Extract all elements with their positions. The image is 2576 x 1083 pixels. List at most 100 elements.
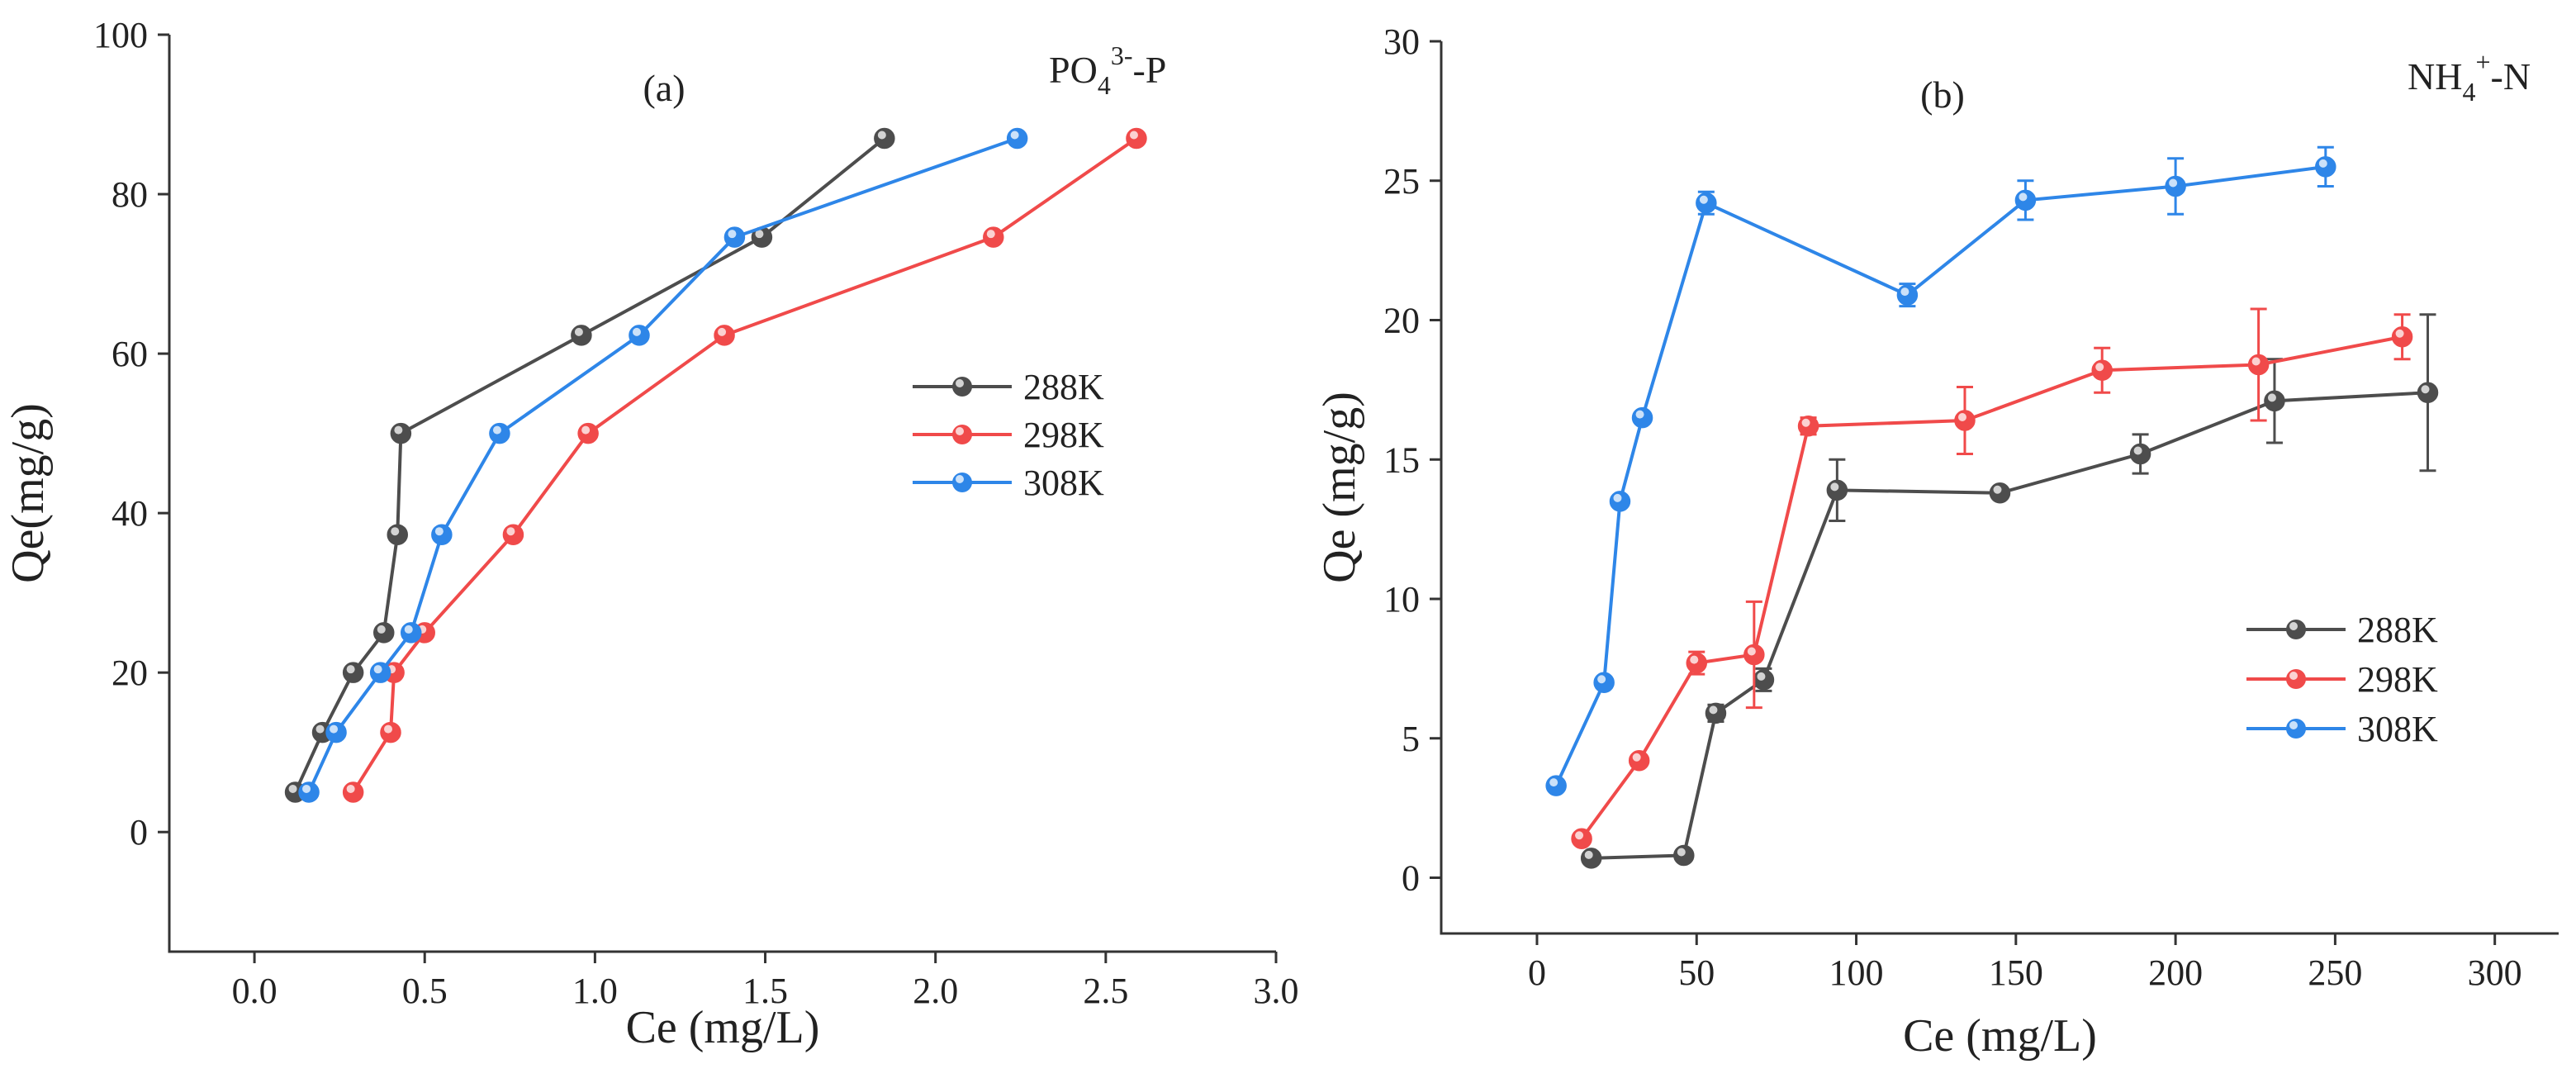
data-point-highlight	[1957, 413, 1966, 421]
x-axis-title: Ce (mg/L)	[1903, 1010, 2097, 1062]
data-point-highlight	[718, 327, 727, 336]
x-tick-label: 0	[1528, 952, 1546, 993]
data-point-highlight	[377, 625, 386, 634]
species-tail: -P	[1132, 49, 1166, 91]
data-point-highlight	[1613, 493, 1622, 502]
data-point-highlight	[1709, 705, 1718, 715]
series-line	[1554, 164, 2327, 786]
y-axis-title: Qe (mg/g)	[1314, 392, 1365, 583]
data-point-highlight	[2169, 178, 2178, 188]
y-tick-label: 100	[93, 15, 148, 55]
species-tail: -N	[2491, 55, 2531, 97]
x-tick-label: 200	[2148, 952, 2203, 993]
legend-label: 308K	[2357, 709, 2438, 749]
series-298K	[342, 127, 1147, 803]
x-tick-label: 0.5	[402, 971, 448, 1011]
species-label: NH4+-N	[2408, 47, 2531, 107]
data-point-highlight	[506, 527, 515, 536]
x-tick-label: 250	[2308, 952, 2362, 993]
x-tick-label: 150	[1989, 952, 2043, 993]
data-point-highlight	[288, 784, 297, 793]
data-point-highlight	[1830, 482, 1839, 492]
data-point-highlight	[373, 665, 382, 674]
data-point-highlight	[1699, 195, 1708, 204]
data-point-highlight	[2133, 446, 2142, 455]
x-tick-label: 50	[1678, 952, 1715, 993]
y-tick-label: 60	[111, 334, 148, 374]
species-base: NH	[2408, 55, 2462, 97]
legend-label: 288K	[1023, 367, 1104, 407]
y-tick-label: 0	[1402, 858, 1420, 899]
legend-label: 308K	[1023, 463, 1104, 503]
data-point-highlight	[384, 724, 392, 734]
legend-marker-highlight	[956, 427, 964, 435]
legend-marker-highlight	[2289, 622, 2298, 630]
data-point-highlight	[632, 327, 641, 336]
data-point-highlight	[1575, 831, 1584, 840]
legend-marker-highlight	[956, 475, 964, 483]
data-point-highlight	[1677, 848, 1686, 857]
data-point-highlight	[1584, 850, 1593, 859]
x-tick-label: 3.0	[1254, 971, 1299, 1011]
data-point-highlight	[581, 425, 591, 435]
data-point-highlight	[2395, 329, 2404, 338]
y-tick-label: 40	[111, 493, 148, 534]
x-tick-label: 1.5	[742, 971, 788, 1011]
legend-marker-highlight	[956, 379, 964, 387]
x-tick-label: 300	[2468, 952, 2522, 993]
panel-label: (a)	[643, 67, 685, 109]
data-point-highlight	[2019, 192, 2028, 202]
data-point-highlight	[1597, 675, 1606, 684]
data-point-highlight	[492, 425, 501, 435]
y-tick-label: 0	[130, 812, 148, 853]
series-288K	[284, 127, 895, 803]
data-point-highlight	[1632, 753, 1641, 762]
axes-frame	[1440, 41, 2559, 935]
chart-panel-b: 0 50 100 150 200 250 300 0 5 10 15 20 25 30 Ce (mg/L) Q…	[1314, 21, 2559, 1062]
x-tick-label: 0.0	[232, 971, 278, 1011]
panel-label: (b)	[1920, 74, 1965, 116]
chart-panel-a: 0.0 0.5 1.0 1.5 2.0 2.5 3.0 0 20 40 60 80 100 Ce (mg/…	[2, 15, 1299, 1053]
y-tick-label: 10	[1383, 579, 1420, 620]
series-288K	[1580, 313, 2439, 869]
y-tick-label: 5	[1402, 719, 1420, 759]
y-tick-label: 25	[1383, 161, 1420, 202]
axes-frame	[168, 35, 1276, 953]
data-point-highlight	[391, 527, 400, 536]
y-tick-label: 30	[1383, 21, 1420, 62]
data-point-highlight	[2267, 393, 2276, 402]
legend-label: 288K	[2357, 610, 2438, 650]
series-308K	[1545, 145, 2336, 796]
data-point-highlight	[330, 724, 339, 734]
data-point-highlight	[346, 784, 355, 793]
legend-marker-highlight	[2289, 721, 2298, 729]
data-point-highlight	[394, 425, 403, 435]
data-point-highlight	[2251, 357, 2261, 366]
data-point-highlight	[986, 230, 995, 239]
data-point-highlight	[1549, 778, 1558, 787]
data-point-highlight	[1993, 485, 2002, 494]
species-superscript: +	[2475, 47, 2490, 77]
y-tick-label: 20	[1383, 301, 1420, 341]
data-point-highlight	[877, 131, 886, 140]
x-axis-title: Ce (mg/L)	[626, 1002, 820, 1053]
legend-marker-highlight	[2289, 672, 2298, 680]
legend-label: 298K	[1023, 415, 1104, 455]
species-superscript: 3-	[1111, 40, 1133, 70]
data-point-highlight	[755, 230, 764, 239]
x-tick-label: 1.0	[572, 971, 618, 1011]
data-point-highlight	[1690, 655, 1699, 664]
data-point-highlight	[2318, 159, 2327, 168]
x-tick-label: 2.0	[913, 971, 958, 1011]
y-axis-title: Qe(mg/g)	[2, 403, 54, 583]
data-point-highlight	[728, 230, 737, 239]
data-point-highlight	[1801, 418, 1810, 427]
y-tick-label: 80	[111, 174, 148, 215]
data-point-highlight	[1747, 647, 1756, 656]
species-base: PO	[1049, 49, 1098, 91]
data-point-highlight	[1129, 131, 1138, 140]
data-point-highlight	[404, 625, 413, 634]
species-subscript: 4	[2462, 77, 2475, 107]
data-point	[1673, 844, 1695, 867]
